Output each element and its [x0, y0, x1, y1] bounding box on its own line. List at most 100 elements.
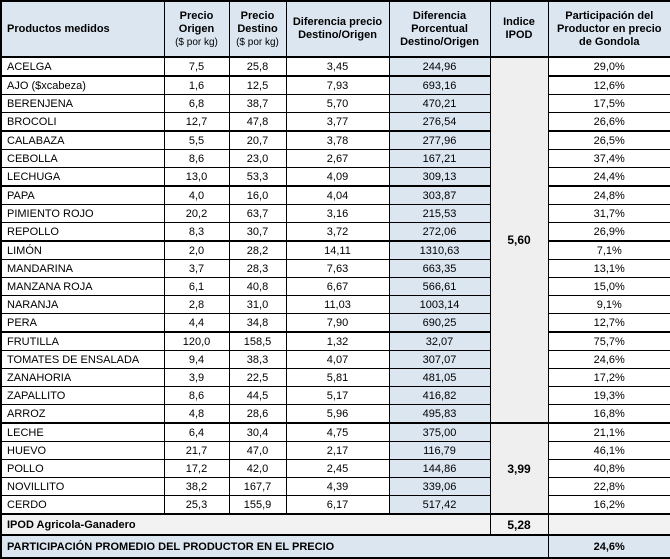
- price-origin-cell: 3,7: [163, 259, 230, 278]
- percent-difference-cell: 375,00: [388, 422, 491, 442]
- participation-cell: 13,1%: [547, 259, 670, 278]
- table-row: ZAPALLITO 8,6 44,5 5,17 416,82 19,3%: [0, 386, 670, 405]
- percent-difference-cell: 517,42: [388, 495, 491, 515]
- table-row: REPOLLO 8,3 30,7 3,72 272,06 26,9%: [0, 222, 670, 242]
- price-difference-cell: 4,75: [285, 422, 390, 442]
- participation-cell: 24,6%: [547, 350, 670, 369]
- product-name-cell: LIMÓN: [0, 240, 165, 260]
- col-header-label: Destino: [237, 22, 278, 35]
- percent-difference-cell: 32,07: [388, 331, 491, 351]
- price-difference-cell: 5,81: [285, 368, 390, 387]
- table-row: HUEVO 21,7 47,0 2,17 116,79 46,1%: [0, 441, 670, 460]
- table-row: CEBOLLA 8,6 23,0 2,67 167,21 37,4%: [0, 149, 670, 168]
- price-origin-cell: 6,8: [163, 94, 230, 113]
- price-destination-cell: 28,6: [228, 404, 287, 424]
- price-origin-cell: 120,0: [163, 331, 230, 351]
- ipod-index-cell: 3,99: [489, 422, 549, 515]
- price-origin-cell: 8,6: [163, 386, 230, 405]
- participation-cell: 22,8%: [547, 477, 670, 496]
- product-name-cell: AJO ($xcabeza): [0, 75, 165, 95]
- table-row: CERDO 25,3 155,9 6,17 517,42 16,2%: [0, 495, 670, 515]
- percent-difference-cell: 277,96: [388, 130, 491, 150]
- participation-cell: 16,2%: [547, 495, 670, 515]
- price-origin-cell: 2,8: [163, 295, 230, 314]
- col-header-unit: ($ por kg): [236, 36, 279, 48]
- price-destination-cell: 20,7: [228, 130, 287, 150]
- product-name-cell: FRUTILLA: [0, 331, 165, 351]
- price-difference-cell: 5,17: [285, 386, 390, 405]
- table-row: POLLO 17,2 42,0 2,45 144,86 40,8%: [0, 459, 670, 478]
- percent-difference-cell: 663,35: [388, 259, 491, 278]
- participation-cell: 46,1%: [547, 441, 670, 460]
- price-difference-cell: 11,03: [285, 295, 390, 314]
- product-name-cell: ACELGA: [0, 56, 165, 77]
- col-header-label: Participación del: [565, 9, 654, 22]
- price-difference-cell: 5,96: [285, 404, 390, 424]
- price-difference-cell: 6,67: [285, 277, 390, 296]
- table-row: ARROZ 4,8 28,6 5,96 495,83 16,8%: [0, 404, 670, 424]
- price-difference-cell: 4,09: [285, 167, 390, 187]
- col-header-label: Precio: [240, 9, 275, 22]
- col-header-indice-ipod: Indice IPOD: [489, 0, 549, 58]
- table-row: MANZANA ROJA 6,1 40,8 6,67 566,61 15,0%: [0, 277, 670, 296]
- product-name-cell: MANDARINA: [0, 259, 165, 278]
- price-destination-cell: 44,5: [228, 386, 287, 405]
- price-difference-cell: 3,72: [285, 222, 390, 242]
- product-name-cell: BERENJENA: [0, 94, 165, 113]
- percent-difference-cell: 244,96: [388, 56, 491, 77]
- table-row: AJO ($xcabeza) 1,6 12,5 7,93 693,16 12,6%: [0, 75, 670, 95]
- product-name-cell: ARROZ: [0, 404, 165, 424]
- price-origin-cell: 5,5: [163, 130, 230, 150]
- price-difference-cell: 4,04: [285, 185, 390, 205]
- product-name-cell: PIMIENTO ROJO: [0, 204, 165, 223]
- participation-cell: 26,6%: [547, 112, 670, 132]
- percent-difference-cell: 566,61: [388, 277, 491, 296]
- table-row: BROCOLI 12,7 47,8 3,77 276,54 26,6%: [0, 112, 670, 132]
- table-row: MANDARINA 3,7 28,3 7,63 663,35 13,1%: [0, 259, 670, 278]
- product-name-cell: PERA: [0, 313, 165, 333]
- col-header-label: Destino/Origen: [298, 29, 377, 41]
- price-origin-cell: 4,4: [163, 313, 230, 333]
- col-header-label: Destino/Origen: [400, 35, 479, 48]
- price-origin-cell: 8,6: [163, 149, 230, 168]
- percent-difference-cell: 1310,63: [388, 240, 491, 260]
- participation-cell: 26,9%: [547, 222, 670, 242]
- header-row: Productos medidos Precio Origen ($ por k…: [0, 0, 670, 58]
- product-name-cell: POLLO: [0, 459, 165, 478]
- price-difference-cell: 6,17: [285, 495, 390, 515]
- price-destination-cell: 22,5: [228, 368, 287, 387]
- participation-cell: 9,1%: [547, 295, 670, 314]
- price-difference-cell: 2,67: [285, 149, 390, 168]
- percent-difference-cell: 276,54: [388, 112, 491, 132]
- price-destination-cell: 38,7: [228, 94, 287, 113]
- participation-cell: 7,1%: [547, 240, 670, 260]
- participation-cell: 12,7%: [547, 313, 670, 333]
- percent-difference-cell: 215,53: [388, 204, 491, 223]
- price-destination-cell: 53,3: [228, 167, 287, 187]
- product-name-cell: MANZANA ROJA: [0, 277, 165, 296]
- participation-cell: 17,2%: [547, 368, 670, 387]
- price-origin-cell: 8,3: [163, 222, 230, 242]
- participation-cell: 17,5%: [547, 94, 670, 113]
- price-difference-cell: 3,16: [285, 204, 390, 223]
- percent-difference-cell: 690,25: [388, 313, 491, 333]
- table-row: CALABAZA 5,5 20,7 3,78 277,96 26,5%: [0, 130, 670, 150]
- col-header-diferencia-precio: Diferencia precio Destino/Origen: [285, 0, 390, 58]
- percent-difference-cell: 339,06: [388, 477, 491, 496]
- price-origin-cell: 3,9: [163, 368, 230, 387]
- table-row: BERENJENA 6,8 38,7 5,70 470,21 17,5%: [0, 94, 670, 113]
- table-row: LIMÓN 2,0 28,2 14,11 1310,63 7,1%: [0, 240, 670, 260]
- col-header-label: Diferencia precio: [292, 16, 383, 28]
- price-destination-cell: 16,0: [228, 185, 287, 205]
- col-header-label: Productor en precio: [556, 22, 662, 35]
- percent-difference-cell: 309,13: [388, 167, 491, 187]
- percent-difference-cell: 416,82: [388, 386, 491, 405]
- table-row: ZANAHORIA 3,9 22,5 5,81 481,05 17,2%: [0, 368, 670, 387]
- percent-difference-cell: 307,07: [388, 350, 491, 369]
- col-header-precio-origen: Precio Origen ($ por kg): [163, 0, 230, 58]
- percent-difference-cell: 470,21: [388, 94, 491, 113]
- price-destination-cell: 155,9: [228, 495, 287, 515]
- col-header-participacion: Participación del Productor en precio de…: [547, 0, 670, 58]
- participation-cell: 12,6%: [547, 75, 670, 95]
